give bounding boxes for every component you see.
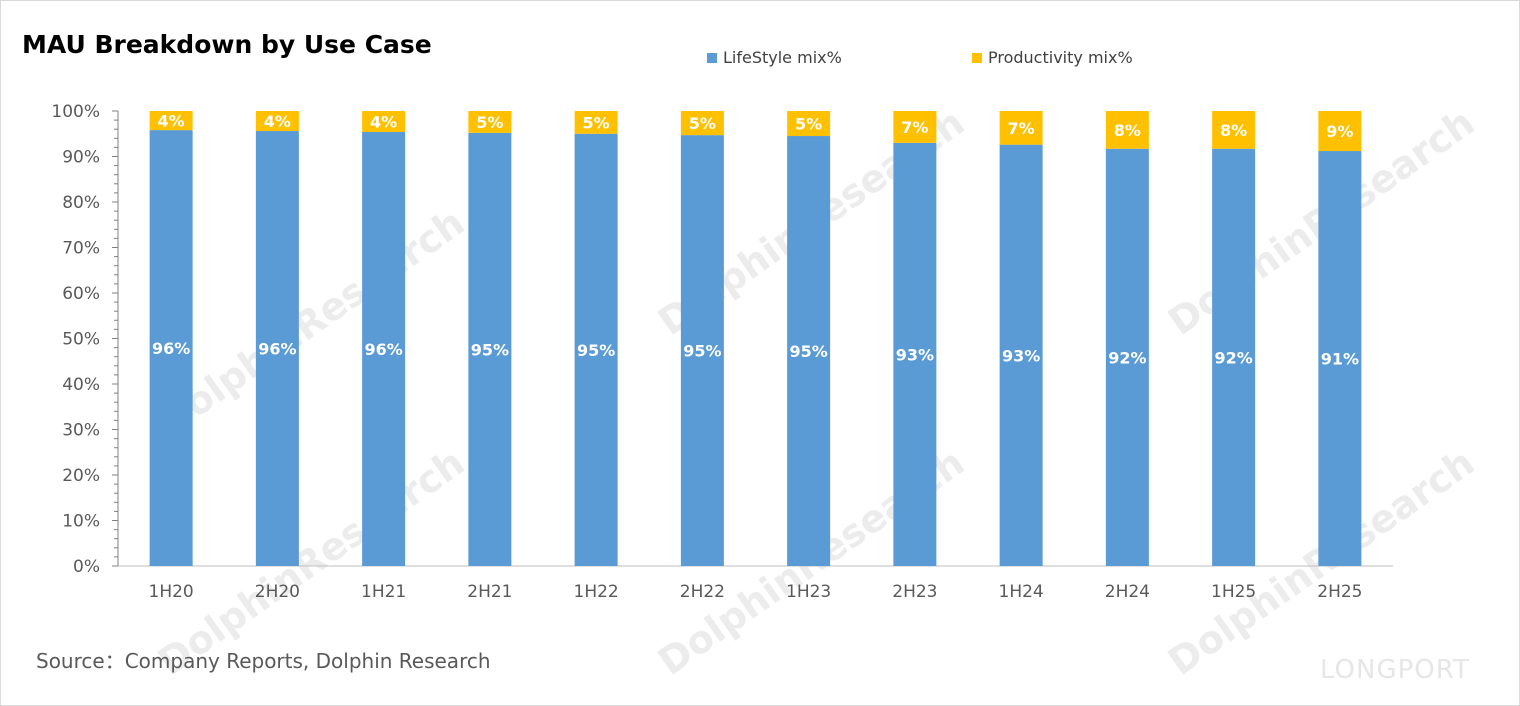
y-tick-label: 100% [51, 102, 100, 122]
data-label: 8% [1114, 121, 1141, 140]
x-tick-label: 1H23 [786, 582, 831, 602]
bar-lifestyle [680, 135, 724, 567]
x-tick-label: 1H20 [149, 582, 194, 602]
legend-swatch [972, 52, 982, 63]
data-label: 91% [1321, 350, 1359, 369]
x-tick-label: 1H21 [361, 582, 406, 602]
bar-lifestyle [1212, 148, 1256, 566]
bar-lifestyle [1105, 148, 1149, 566]
y-tick-label: 0% [73, 557, 100, 577]
legend-item-lifestyle: LifeStyle mix% [707, 48, 842, 67]
bar-lifestyle [1318, 151, 1362, 567]
data-label: 7% [901, 118, 928, 137]
data-label: 95% [683, 342, 721, 361]
bar-lifestyle [787, 136, 831, 566]
bar-lifestyle [999, 144, 1043, 567]
bar-productivity [1318, 111, 1362, 152]
bar-productivity [1105, 111, 1149, 149]
data-label: 4% [264, 112, 291, 131]
legend-label: Productivity mix% [988, 48, 1133, 67]
data-label: 7% [1008, 119, 1035, 138]
x-tick-label: 2H20 [255, 582, 300, 602]
x-tick-label: 2H22 [680, 582, 725, 602]
x-tick-label: 2H23 [892, 582, 937, 602]
bar-productivity [999, 111, 1043, 145]
data-label: 5% [476, 113, 503, 132]
bar-lifestyle [468, 132, 512, 566]
data-label: 93% [1002, 346, 1040, 365]
data-label: 5% [795, 115, 822, 134]
y-tick-label: 80% [62, 193, 100, 213]
chart-title: MAU Breakdown by Use Case [22, 30, 432, 59]
data-label: 95% [789, 342, 827, 361]
data-label: 93% [896, 345, 934, 364]
data-label: 9% [1326, 122, 1353, 141]
source-note: Source：Company Reports, Dolphin Research [36, 649, 491, 673]
bar-productivity [574, 111, 618, 134]
bar-lifestyle [362, 131, 406, 566]
bar-productivity [468, 111, 512, 133]
bar-productivity [1212, 111, 1256, 149]
x-tick-label: 1H24 [999, 582, 1044, 602]
data-label: 95% [471, 340, 509, 359]
y-tick-label: 10% [62, 512, 100, 532]
data-label: 5% [689, 114, 716, 133]
data-label: 5% [583, 113, 610, 132]
bar-productivity [255, 111, 299, 132]
data-label: 96% [364, 340, 402, 359]
x-tick-label: 2H25 [1317, 582, 1362, 602]
y-tick-label: 40% [62, 375, 100, 395]
longport-logo: LONGPORT [1320, 655, 1470, 685]
y-tick-label: 30% [62, 421, 100, 441]
bar-lifestyle [149, 130, 193, 567]
bar-productivity [893, 111, 937, 143]
bar-productivity [362, 111, 406, 132]
y-tick-label: 90% [62, 148, 100, 168]
data-label: 96% [258, 340, 296, 359]
bar-productivity [680, 111, 724, 136]
x-tick-label: 2H24 [1105, 582, 1150, 602]
data-label: 4% [370, 112, 397, 131]
bar-productivity [787, 111, 831, 137]
y-tick-label: 60% [62, 284, 100, 304]
legend-item-productivity: Productivity mix% [972, 48, 1133, 67]
x-tick-label: 2H21 [467, 582, 512, 602]
legend-label: LifeStyle mix% [723, 48, 842, 67]
data-label: 4% [158, 112, 185, 131]
bar-productivity [149, 111, 193, 131]
bar-lifestyle [574, 133, 618, 566]
y-tick-label: 50% [62, 330, 100, 350]
legend-swatch [707, 52, 717, 63]
y-tick-label: 70% [62, 239, 100, 259]
data-label: 92% [1108, 348, 1146, 367]
bar-lifestyle [255, 131, 299, 566]
data-label: 96% [152, 339, 190, 358]
x-tick-label: 1H25 [1211, 582, 1256, 602]
data-label: 95% [577, 341, 615, 360]
x-tick-label: 1H22 [574, 582, 619, 602]
data-label: 92% [1214, 348, 1252, 367]
data-label: 8% [1220, 121, 1247, 140]
y-tick-label: 20% [62, 466, 100, 486]
bar-lifestyle [893, 142, 937, 566]
